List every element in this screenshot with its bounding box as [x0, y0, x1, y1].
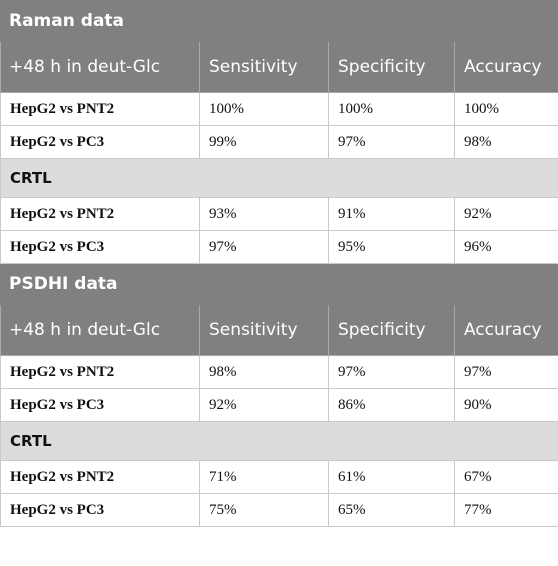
- comparison-cell: HepG2 vs PNT2: [0, 355, 200, 389]
- table-row: HepG2 vs PNT2 71% 61% 67%: [0, 460, 558, 494]
- comparison-cell: HepG2 vs PC3: [0, 230, 200, 264]
- header-specificity: Specificity: [328, 304, 455, 356]
- header-condition: +48 h in deut-Glc: [0, 304, 200, 356]
- accuracy-cell: 97%: [453, 355, 558, 389]
- sensitivity-cell: 71%: [199, 460, 329, 494]
- specificity-cell: 86%: [328, 388, 455, 422]
- specificity-cell: 97%: [328, 355, 455, 389]
- sensitivity-cell: 92%: [199, 388, 329, 422]
- accuracy-cell: 92%: [453, 197, 558, 231]
- specificity-cell: 97%: [328, 125, 455, 159]
- sensitivity-cell: 97%: [199, 230, 329, 264]
- section-title: PSDHI data: [0, 263, 558, 305]
- accuracy-cell: 96%: [453, 230, 558, 264]
- accuracy-cell: 98%: [453, 125, 558, 159]
- header-specificity: Specificity: [328, 41, 455, 93]
- comparison-cell: HepG2 vs PC3: [0, 388, 200, 422]
- sensitivity-cell: 98%: [199, 355, 329, 389]
- control-subheader-row: CRTL: [0, 421, 558, 461]
- header-condition: +48 h in deut-Glc: [0, 41, 200, 93]
- table-row: HepG2 vs PC3 99% 97% 98%: [0, 125, 558, 159]
- accuracy-cell: 90%: [453, 388, 558, 422]
- table-row: HepG2 vs PNT2 98% 97% 97%: [0, 355, 558, 389]
- section-title-row: Raman data: [0, 0, 558, 42]
- section-title-row: PSDHI data: [0, 263, 558, 305]
- comparison-cell: HepG2 vs PC3: [0, 125, 200, 159]
- control-label: CRTL: [0, 158, 558, 198]
- specificity-cell: 100%: [328, 92, 455, 126]
- specificity-cell: 95%: [328, 230, 455, 264]
- comparison-cell: HepG2 vs PNT2: [0, 460, 200, 494]
- specificity-cell: 61%: [328, 460, 455, 494]
- specificity-cell: 91%: [328, 197, 455, 231]
- table-row: HepG2 vs PNT2 93% 91% 92%: [0, 197, 558, 231]
- sensitivity-cell: 93%: [199, 197, 329, 231]
- table-row: HepG2 vs PC3 92% 86% 90%: [0, 388, 558, 422]
- comparison-cell: HepG2 vs PNT2: [0, 197, 200, 231]
- sensitivity-cell: 75%: [199, 493, 329, 527]
- table-row: HepG2 vs PNT2 100% 100% 100%: [0, 92, 558, 126]
- table-row: HepG2 vs PC3 75% 65% 77%: [0, 493, 558, 527]
- column-header-row: +48 h in deut-Glc Sensitivity Specificit…: [0, 304, 558, 356]
- accuracy-cell: 77%: [453, 493, 558, 527]
- control-subheader-row: CRTL: [0, 158, 558, 198]
- specificity-cell: 65%: [328, 493, 455, 527]
- sensitivity-cell: 99%: [199, 125, 329, 159]
- comparison-cell: HepG2 vs PNT2: [0, 92, 200, 126]
- accuracy-cell: 67%: [453, 460, 558, 494]
- results-table: Raman data +48 h in deut-Glc Sensitivity…: [0, 0, 558, 527]
- section-title: Raman data: [0, 0, 558, 42]
- header-accuracy: Accuracy: [453, 304, 558, 356]
- header-accuracy: Accuracy: [453, 41, 558, 93]
- header-sensitivity: Sensitivity: [199, 41, 329, 93]
- accuracy-cell: 100%: [453, 92, 558, 126]
- comparison-cell: HepG2 vs PC3: [0, 493, 200, 527]
- control-label: CRTL: [0, 421, 558, 461]
- sensitivity-cell: 100%: [199, 92, 329, 126]
- header-sensitivity: Sensitivity: [199, 304, 329, 356]
- table-row: HepG2 vs PC3 97% 95% 96%: [0, 230, 558, 264]
- column-header-row: +48 h in deut-Glc Sensitivity Specificit…: [0, 41, 558, 93]
